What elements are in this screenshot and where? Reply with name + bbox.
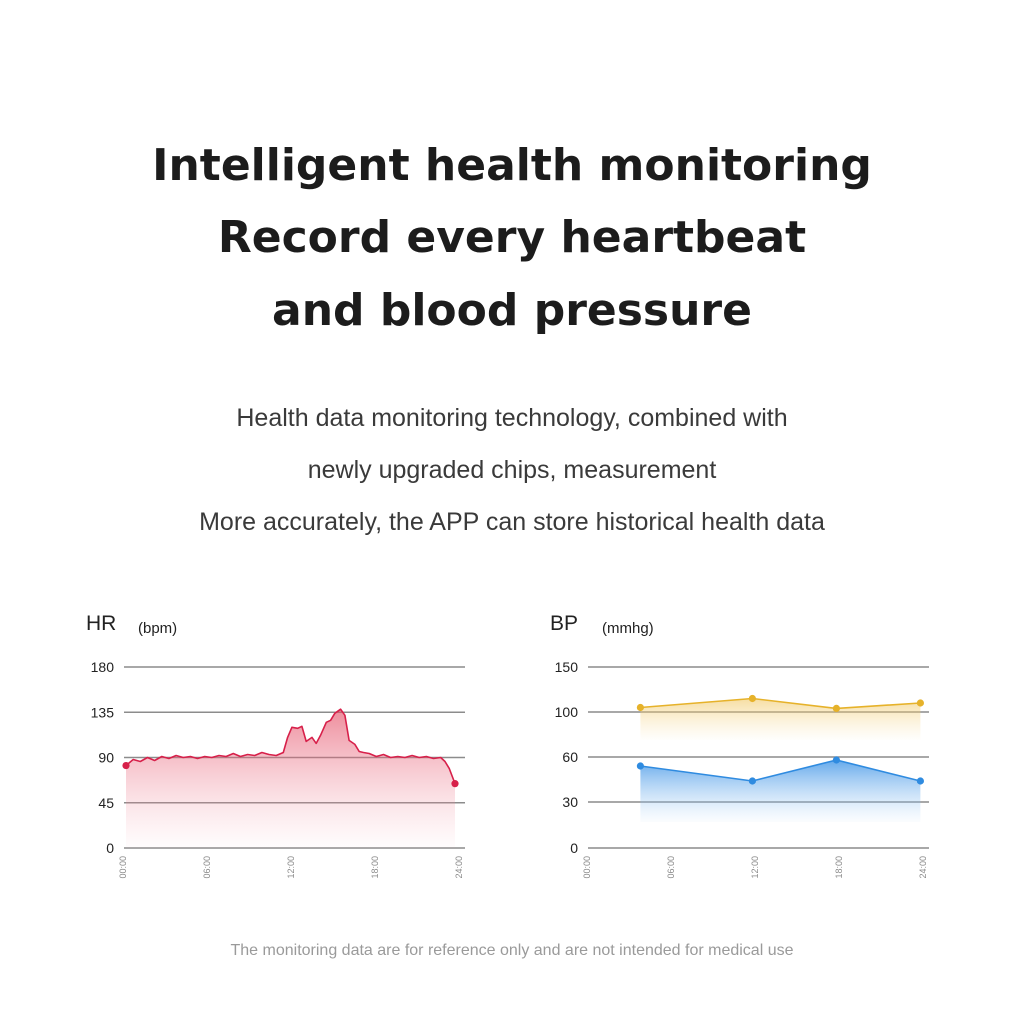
bp-x-axis-ticks: 00:00 06:00 12:00 18:00 24:00 (582, 856, 928, 879)
hr-y-tick-label: 0 (106, 840, 114, 856)
bp-upper-line (640, 697, 921, 710)
bp-chart-title: BP (550, 612, 578, 635)
bp-chart-unit: (mmhg) (602, 620, 654, 637)
description-line-1: Health data monitoring technology, combi… (236, 404, 788, 432)
bp-y-tick-label: 30 (562, 794, 578, 810)
bp-y-axis-ticks: 0 30 60 100 150 (555, 659, 579, 856)
bp-lower-point (916, 777, 925, 785)
bp-upper-point (832, 704, 841, 713)
bp-upper-point (636, 703, 645, 712)
bp-lower-line (640, 759, 921, 782)
hr-x-tick-label: 12:00 (286, 856, 296, 879)
hr-x-tick-label: 18:00 (370, 856, 380, 879)
hr-y-axis-ticks: 0 45 90 135 180 (91, 659, 115, 856)
headline-line-1: Intelligent health monitoring (152, 140, 872, 191)
bp-series (636, 694, 925, 822)
charts-area: HR (bpm) 0 45 90 135 180 00:00 06:00 12:00 18:0… (86, 612, 929, 879)
hr-point-end (451, 780, 459, 788)
bp-lower-point (832, 756, 841, 764)
hr-y-tick-label: 45 (98, 795, 114, 811)
bp-lower-area-fill (640, 760, 921, 822)
bp-chart: BP (mmhg) 0 30 60 100 150 00:00 06:00 12:00 18:… (550, 612, 929, 879)
hr-x-tick-label: 24:00 (454, 856, 464, 879)
bp-upper-point (748, 694, 757, 703)
hr-x-tick-label: 00:00 (118, 856, 128, 879)
bp-upper-point (916, 699, 925, 707)
hr-line (125, 708, 456, 784)
bp-lower-point (636, 762, 645, 770)
hr-series (122, 708, 459, 848)
hr-y-tick-label: 180 (91, 659, 115, 675)
description-line-3: More accurately, the APP can store histo… (199, 508, 825, 536)
headline-line-2: Record every heartbeat (217, 212, 807, 263)
description-line-2: newly upgraded chips, measurement (307, 456, 717, 484)
hr-y-tick-label: 135 (91, 704, 115, 720)
bp-y-tick-label: 0 (570, 840, 578, 856)
bp-y-tick-label: 100 (555, 704, 579, 720)
bp-x-tick-label: 24:00 (918, 856, 928, 879)
bp-y-tick-label: 150 (555, 659, 579, 675)
bp-y-tick-label: 60 (562, 749, 578, 765)
hr-y-tick-label: 90 (98, 750, 114, 766)
bp-upper-area-fill (640, 698, 921, 740)
hr-area-fill (126, 709, 455, 848)
hr-chart-title: HR (86, 612, 116, 635)
bp-x-tick-label: 00:00 (582, 856, 592, 879)
headline-line-3: and blood pressure (272, 285, 752, 336)
disclaimer-note: The monitoring data are for reference on… (230, 942, 794, 959)
bp-x-tick-label: 06:00 (666, 856, 676, 879)
bp-lower-point (748, 777, 757, 785)
hr-point-start (122, 761, 130, 770)
hr-x-tick-label: 06:00 (202, 856, 212, 879)
hr-chart-unit: (bpm) (138, 620, 177, 637)
bp-x-tick-label: 12:00 (750, 856, 760, 879)
hr-chart: HR (bpm) 0 45 90 135 180 00:00 06:00 12:00 18:0… (86, 612, 465, 879)
hr-x-axis-ticks: 00:00 06:00 12:00 18:00 24:00 (118, 856, 464, 879)
bp-x-tick-label: 18:00 (834, 856, 844, 879)
